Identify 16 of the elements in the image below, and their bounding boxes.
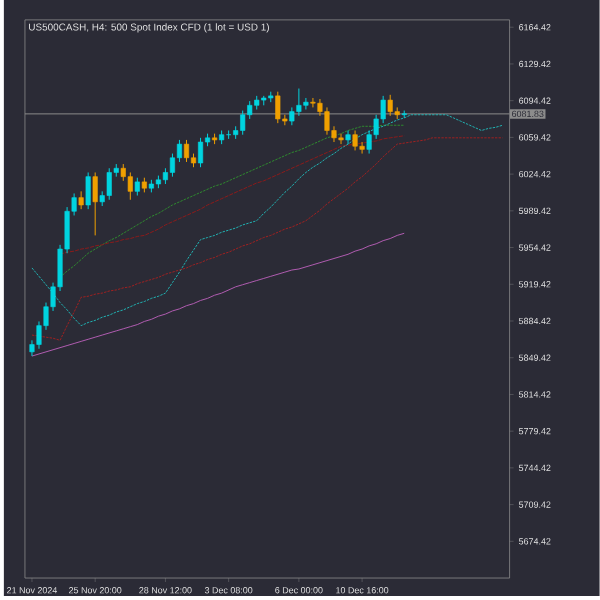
candlestick xyxy=(226,129,232,140)
candlestick xyxy=(127,171,133,201)
candlestick xyxy=(345,129,351,145)
candlestick xyxy=(275,91,281,124)
candlestick xyxy=(92,171,98,236)
candlestick xyxy=(303,97,309,111)
candlestick xyxy=(85,171,91,210)
candlestick xyxy=(324,106,330,136)
candlestick xyxy=(387,94,393,117)
candlestick xyxy=(198,137,204,168)
candlestick xyxy=(78,190,84,210)
candlestick xyxy=(352,129,358,151)
candlestick xyxy=(338,133,344,145)
candlestick xyxy=(296,88,302,117)
candlestick xyxy=(106,167,112,201)
candlestick xyxy=(184,139,190,163)
